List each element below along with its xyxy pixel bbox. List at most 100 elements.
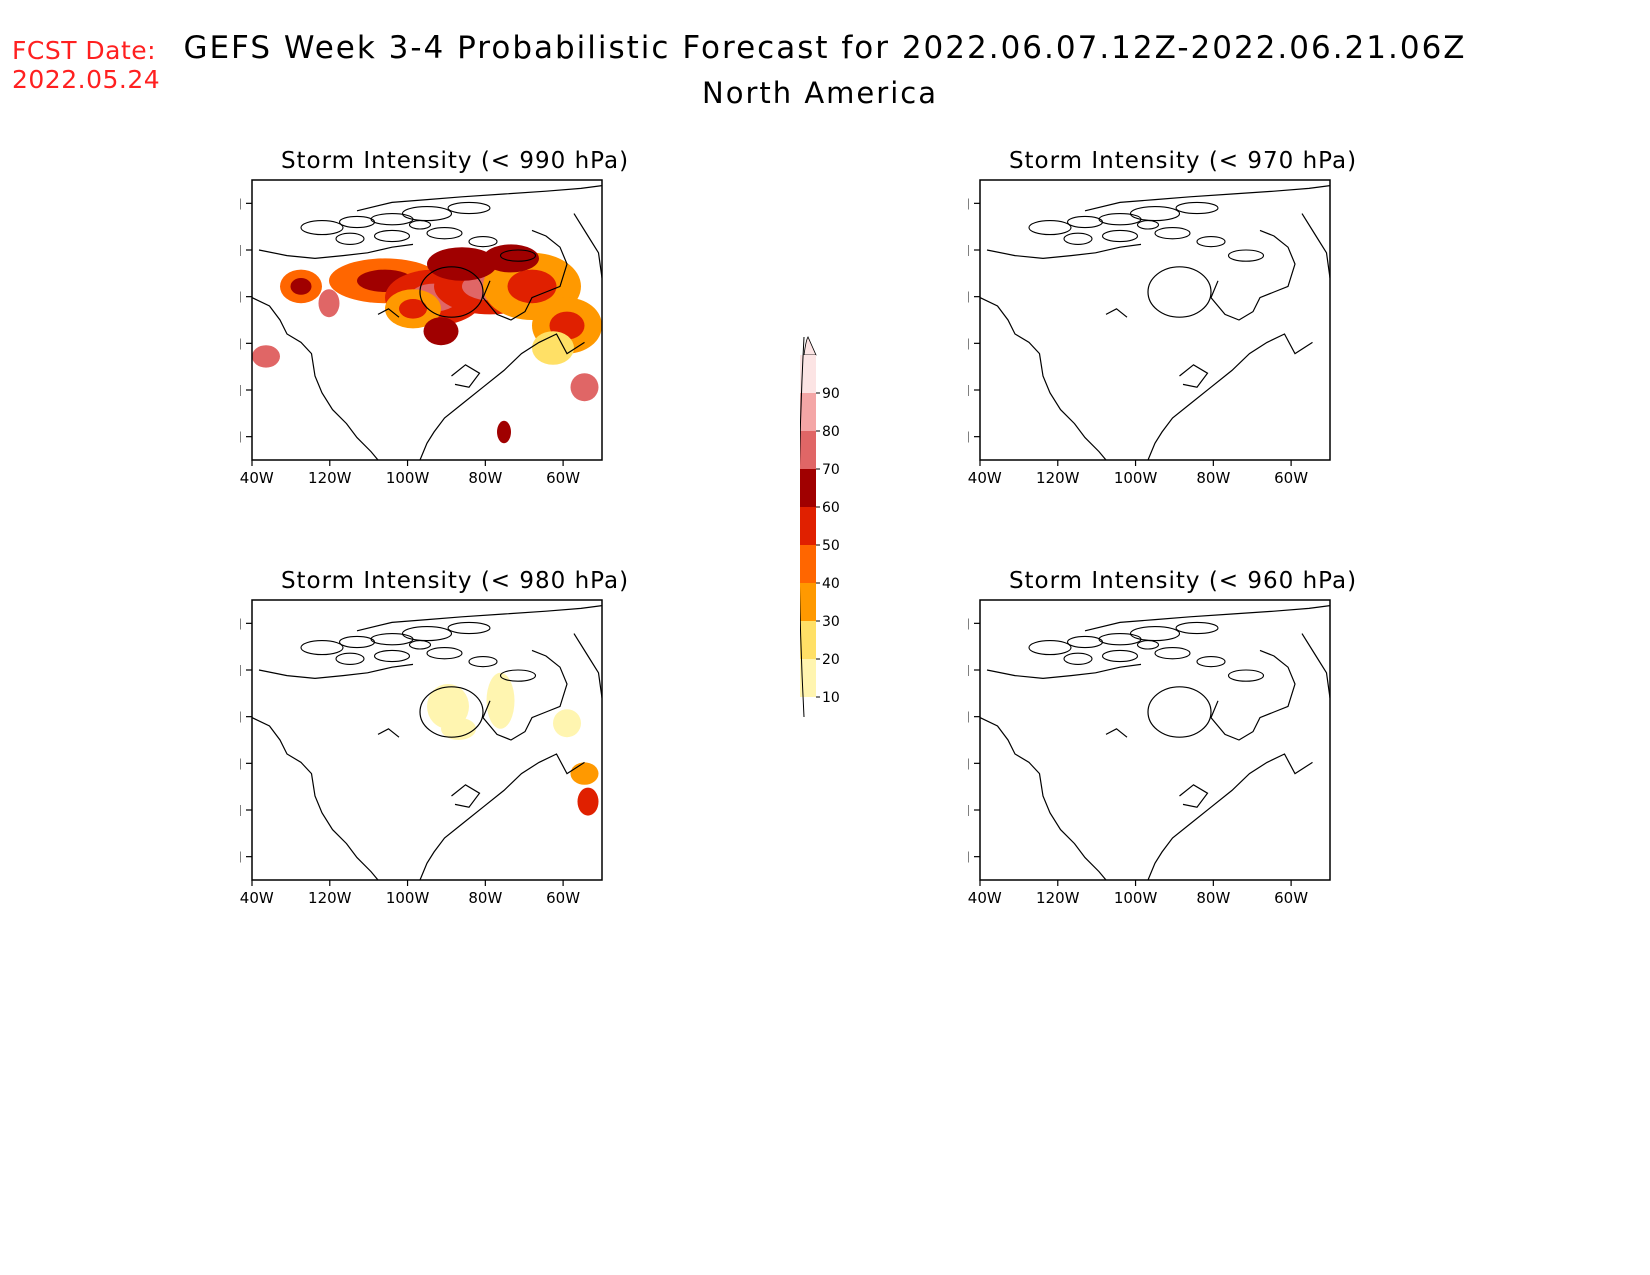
arctic-island bbox=[1129, 626, 1181, 642]
arctic-island bbox=[1129, 206, 1181, 222]
probability-shading bbox=[486, 672, 515, 729]
arctic-island bbox=[447, 201, 491, 215]
arctic-island bbox=[1196, 236, 1226, 248]
hudson-bay bbox=[1147, 266, 1212, 318]
page-title: GEFS Week 3-4 Probabilistic Forecast for… bbox=[183, 30, 1467, 66]
arctic-island bbox=[1028, 220, 1072, 236]
colorbar-segment bbox=[800, 431, 816, 469]
panel-980: Storm Intensity (< 980 hPa) 80N 70N 60N 50N… bbox=[240, 568, 660, 958]
lat-label: 50N bbox=[968, 755, 970, 773]
coastline bbox=[419, 753, 585, 880]
probability-shading bbox=[532, 331, 574, 365]
arctic-island bbox=[1063, 232, 1093, 245]
lon-label: 120W bbox=[308, 889, 352, 907]
map-frame bbox=[251, 599, 603, 881]
coastline bbox=[451, 364, 481, 388]
panel-title: Storm Intensity (< 990 hPa) bbox=[280, 148, 630, 174]
coastline bbox=[986, 243, 1142, 260]
coastline bbox=[573, 213, 602, 279]
hudson-bay bbox=[419, 266, 484, 318]
arctic-island bbox=[335, 652, 365, 665]
map-990: 80N 70N 60N 50N 40N 30N 140W 120W 100W 80W 60W bbox=[240, 179, 603, 487]
arctic-island bbox=[447, 621, 491, 635]
forecast-date-label: FCST Date: bbox=[12, 36, 157, 65]
probability-shading bbox=[570, 762, 599, 785]
lat-label: 70N bbox=[240, 662, 242, 680]
probability-shading bbox=[577, 787, 599, 816]
lat-label: 70N bbox=[968, 662, 970, 680]
lat-label: 80N bbox=[240, 195, 242, 213]
panel-title: Storm Intensity (< 970 hPa) bbox=[1008, 148, 1358, 174]
coastline bbox=[377, 308, 400, 318]
coastline bbox=[573, 633, 602, 699]
coastline bbox=[1084, 605, 1330, 632]
coastline bbox=[1084, 185, 1330, 212]
arctic-island bbox=[426, 227, 463, 240]
probability-shading-core bbox=[399, 299, 427, 319]
lon-label: 80W bbox=[1196, 889, 1230, 907]
coastline bbox=[986, 663, 1142, 680]
map-970: 80N 70N 60N 50N 40N 30N 140W 120W 100W 80W 60W bbox=[968, 179, 1331, 487]
colorbar-label: 50 bbox=[822, 538, 840, 554]
map-frame bbox=[979, 599, 1331, 881]
coastline bbox=[482, 649, 568, 741]
coastline bbox=[980, 297, 1107, 460]
lon-label: 120W bbox=[1036, 469, 1080, 487]
coastline bbox=[1105, 728, 1128, 738]
colorbar-label: 40 bbox=[822, 576, 840, 592]
arctic-island bbox=[373, 649, 411, 663]
map-980: 80N 70N 60N 50N 40N 30N 140W 120W 100W 80W 60W bbox=[240, 599, 603, 907]
probability-shading bbox=[497, 420, 511, 444]
coastline bbox=[1147, 753, 1313, 880]
page-subtitle: North America bbox=[702, 76, 938, 110]
arctic-island bbox=[1136, 640, 1160, 650]
map-frame bbox=[251, 179, 603, 461]
lat-label: 70N bbox=[240, 242, 242, 260]
lon-label: 140W bbox=[240, 469, 274, 487]
lat-label: 60N bbox=[240, 709, 242, 727]
lat-label: 50N bbox=[240, 755, 242, 773]
arctic-island bbox=[499, 249, 537, 262]
lon-label: 120W bbox=[308, 469, 352, 487]
colorbar-label: 30 bbox=[822, 614, 840, 630]
arctic-island bbox=[1154, 227, 1191, 240]
map-content bbox=[252, 185, 602, 460]
colorbar-segment bbox=[800, 545, 816, 583]
colorbar-segment bbox=[800, 355, 816, 393]
arctic-island bbox=[408, 640, 432, 650]
coastline bbox=[1301, 633, 1330, 699]
lon-label: 100W bbox=[386, 469, 430, 487]
coastline bbox=[1147, 333, 1313, 460]
hudson-bay bbox=[419, 686, 484, 738]
arctic-island bbox=[1196, 656, 1226, 668]
arctic-island bbox=[1101, 649, 1139, 663]
colorbar-segment bbox=[800, 507, 816, 545]
colorbar-label: 70 bbox=[822, 462, 840, 478]
arctic-island bbox=[338, 635, 376, 649]
probability-shading bbox=[483, 244, 539, 273]
coastline bbox=[482, 229, 568, 321]
coastline bbox=[1210, 649, 1296, 741]
lon-label: 60W bbox=[1274, 889, 1308, 907]
colorbar-label: 60 bbox=[822, 500, 840, 516]
forecast-date-value: 2022.05.24 bbox=[12, 65, 161, 94]
lat-label: 80N bbox=[968, 615, 970, 633]
lon-label: 100W bbox=[1114, 469, 1158, 487]
colorbar-segment bbox=[800, 393, 816, 431]
probability-shading bbox=[318, 289, 340, 318]
lon-label: 60W bbox=[546, 469, 580, 487]
arctic-island bbox=[408, 220, 432, 230]
probability-shading bbox=[570, 373, 599, 402]
colorbar-segment bbox=[800, 659, 816, 697]
arctic-island bbox=[1066, 635, 1104, 649]
arctic-island bbox=[300, 640, 344, 656]
lat-label: 40N bbox=[968, 382, 970, 400]
coastline bbox=[1179, 784, 1209, 808]
lon-label: 140W bbox=[968, 469, 1002, 487]
coastline bbox=[258, 243, 414, 260]
colorbar-edge bbox=[800, 336, 805, 718]
arctic-island bbox=[1227, 669, 1265, 682]
lon-label: 80W bbox=[468, 889, 502, 907]
lon-label: 140W bbox=[968, 889, 1002, 907]
panel-title: Storm Intensity (< 960 hPa) bbox=[1008, 568, 1358, 594]
